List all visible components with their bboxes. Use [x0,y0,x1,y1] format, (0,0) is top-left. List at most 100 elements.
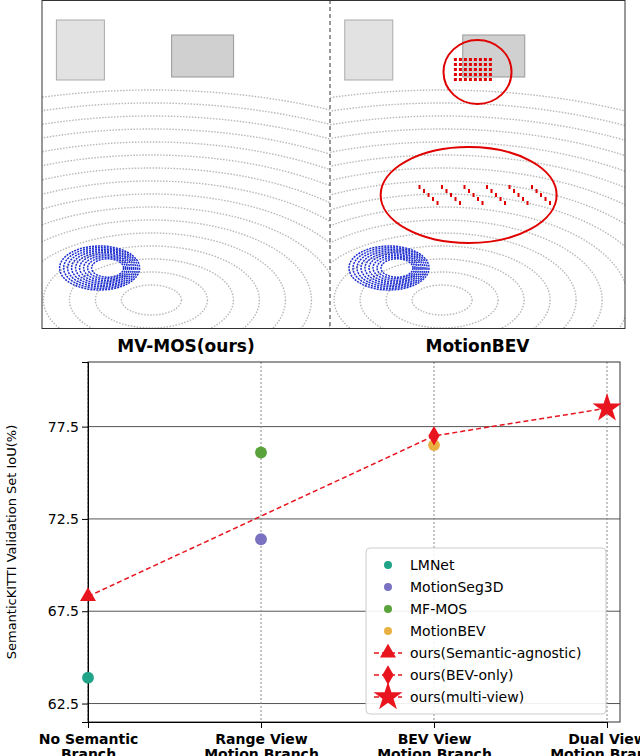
red-point [489,68,492,71]
legend-item: LMNet [384,557,455,573]
legend-item: MF-MOS [384,601,467,617]
red-point [464,185,466,189]
red-point [479,78,482,81]
scan-ring [42,233,285,328]
red-point [513,189,515,193]
legend-item: ours(Semantic-agnostic) [374,644,581,661]
red-point [432,197,434,201]
y-tick-label: 67.5 [48,603,79,619]
red-point [469,68,472,71]
y-tick-label: 77.5 [48,419,79,435]
red-point [469,63,472,66]
red-point [489,78,492,81]
red-point [459,58,462,61]
red-point [491,189,493,193]
x-tick: BEV ViewMotion Branch [377,722,492,756]
red-point [479,68,482,71]
red-point [474,63,477,66]
red-point [464,78,467,81]
red-point [527,201,529,205]
red-point [419,185,421,189]
data-point [82,672,94,684]
y-tick-label: 72.5 [48,511,79,527]
red-point [459,68,462,71]
y-tick: 77.5 [48,419,88,435]
scan-ring [330,142,625,328]
scan-ring [330,103,625,328]
legend-marker [380,644,396,658]
legend-label: ours(multi-view) [410,689,524,705]
scan-ring [42,181,330,328]
highlight-circle [381,147,557,243]
ego-points [88,257,126,279]
x-tick-mark [88,722,89,728]
red-point [484,78,487,81]
scan-ring [334,246,550,328]
ego-points [353,248,427,289]
scan-ring [42,129,330,328]
scan-ring [330,168,625,328]
legend-item: MotionSeg3D [384,579,504,595]
ego-points [349,246,429,290]
legend-label: LMNet [410,557,455,573]
red-point [469,73,472,76]
grid-line-y [88,426,620,427]
red-point [446,189,448,193]
red-point [479,58,482,61]
red-point [479,73,482,76]
highlight-circle [444,40,512,104]
red-point [450,193,452,197]
car-shape [345,20,393,80]
data-point [80,587,96,601]
ego-points [80,254,130,282]
ego-points [373,256,417,281]
legend-item: MotionBEV [384,623,486,639]
panel-title: MotionBEV [425,336,530,356]
red-point [464,73,467,76]
panel-title: MV-MOS(ours) [117,336,254,356]
scan-ring [330,207,625,328]
x-axis: No SemanticBranch Range ViewMotion Branch… [39,722,640,756]
red-point [489,63,492,66]
red-point [454,73,457,76]
red-point [479,63,482,66]
x-tick: Dual ViewMotion Branch [550,722,640,756]
scan-ring [330,129,625,328]
red-point [428,193,430,197]
legend-label: MotionSeg3D [410,579,504,595]
x-tick: Range ViewMotion Branch [204,722,319,756]
scan-ring [330,233,576,328]
red-point [518,193,520,197]
y-tick-mark [82,427,88,428]
red-point [484,58,487,61]
scan-ring [42,155,330,328]
red-point [474,73,477,76]
x-tick-mark [261,722,262,728]
legend-marker [384,605,392,613]
grid-line-y [88,518,620,519]
ego-points [369,254,419,282]
red-point [468,189,470,193]
scan-ring [330,90,625,328]
legend-label: ours(BEV-only) [410,667,514,683]
point-cloud-panel [42,20,330,328]
ego-points [361,251,423,285]
scan-ring [95,272,207,328]
red-point [441,185,443,189]
x-tick-label: No SemanticBranch [39,731,139,756]
y-axis: 62.567.572.577.5 [48,363,89,723]
red-point [531,185,533,189]
scan-ring [330,181,625,328]
red-point [454,58,457,61]
red-point [464,58,467,61]
red-point [455,197,457,201]
scan-ring [330,116,625,328]
scan-ring [42,142,330,328]
grid [88,362,620,722]
red-point [473,193,475,197]
red-point [549,201,551,205]
red-point [504,201,506,205]
scan-ring [330,194,625,328]
y-tick-mark [82,519,88,520]
ego-points [381,259,413,277]
